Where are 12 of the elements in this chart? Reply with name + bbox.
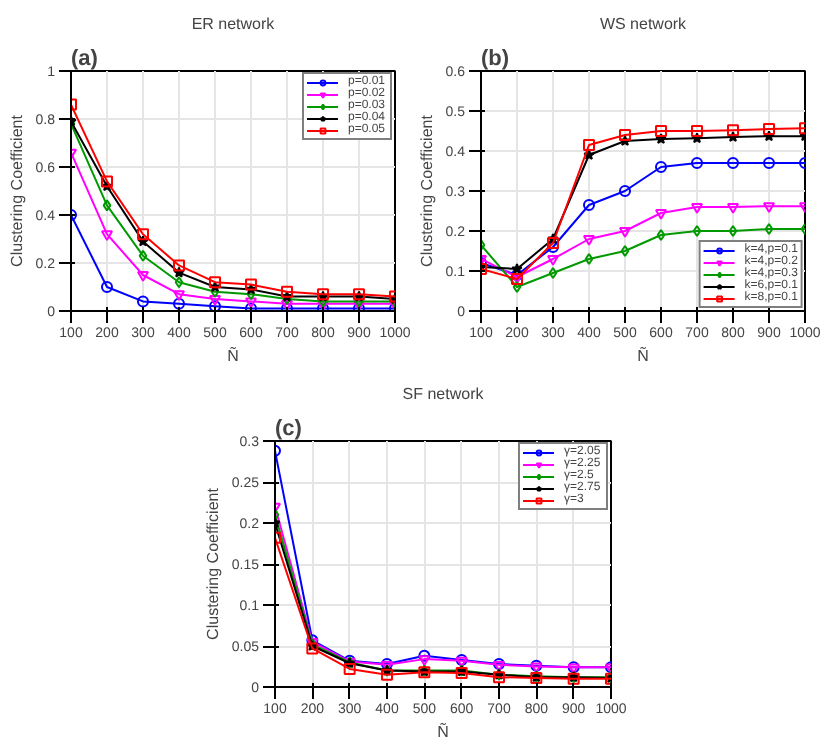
chart-title: ER network [191, 15, 277, 33]
text: (c) [275, 417, 303, 441]
y-axis-title: Clustering Coefficient [7, 113, 26, 267]
y-axis-title: Clustering Coefficient [203, 486, 222, 640]
chart-title: WS network [599, 15, 689, 33]
x-axis-title: Ñ [637, 345, 650, 365]
x-axis-title: Ñ [437, 721, 450, 741]
x-axis-title: Ñ [227, 345, 240, 365]
y-axis-title: Clustering Coefficient [417, 113, 436, 267]
annotation: (a) [71, 47, 99, 71]
chart-title: SF network [402, 385, 486, 403]
text: (b) [481, 47, 510, 71]
